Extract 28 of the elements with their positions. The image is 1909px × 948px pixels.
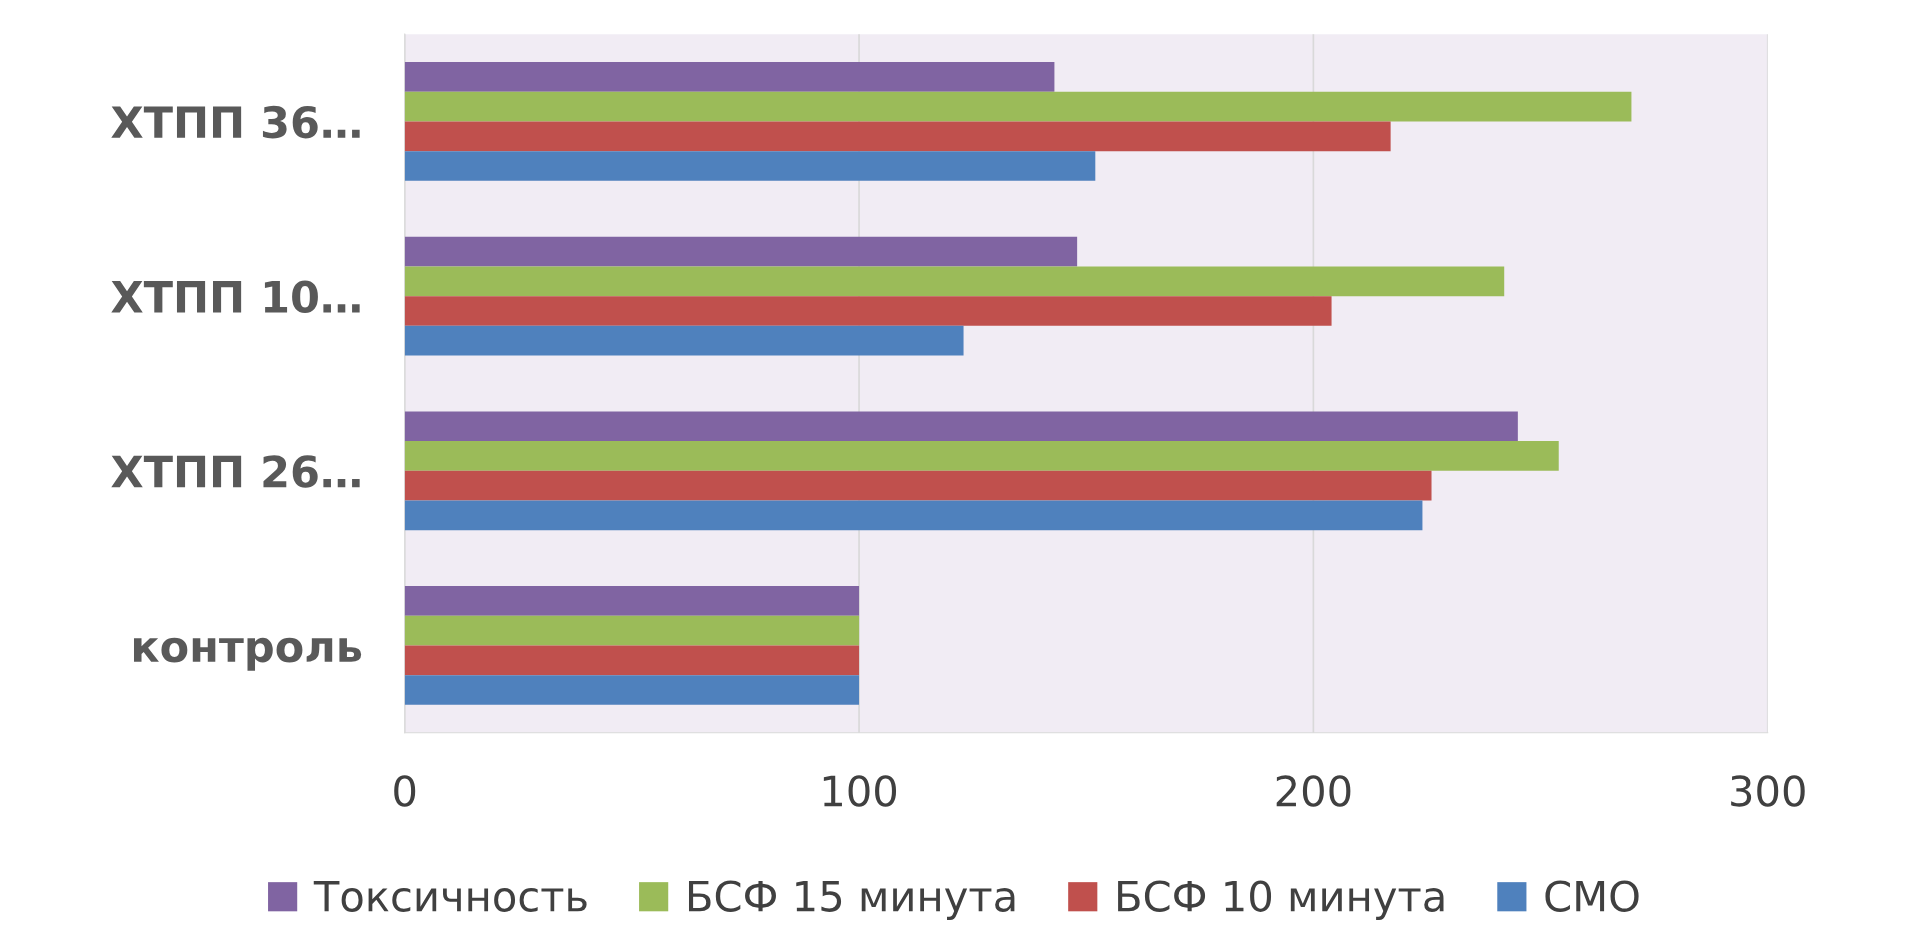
bar (404, 470, 1432, 501)
y-tick-label: ХТПП 10… (111, 280, 360, 314)
bar (404, 121, 1391, 152)
bar (404, 615, 860, 646)
legend-label: СМО (1545, 880, 1639, 912)
legend-label: Токсичность (313, 880, 587, 912)
legend-label: БСФ 10 минута (1118, 880, 1444, 920)
bar (404, 266, 1505, 297)
bar (404, 675, 860, 705)
y-tick-label: ХТПП 26… (111, 455, 360, 488)
bar (404, 411, 1518, 442)
legend-label: БСФ 15 минута (688, 880, 1015, 920)
bar (404, 500, 1423, 531)
bar (404, 296, 1332, 326)
bar (404, 325, 964, 356)
x-tick-label: 300 (1731, 775, 1805, 807)
bar (404, 441, 1559, 471)
bar (404, 151, 1096, 181)
bar (404, 91, 1632, 122)
bar (404, 236, 1078, 267)
bar (404, 586, 860, 616)
x-tick-label: 0 (394, 775, 416, 807)
y-tick-label: контроль (133, 637, 362, 671)
x-tick-label: 200 (1276, 775, 1351, 807)
x-tick-label: 100 (823, 775, 897, 807)
y-tick-label: ХТПП 36… (111, 105, 360, 139)
bar (404, 62, 1055, 92)
bar (404, 645, 860, 676)
